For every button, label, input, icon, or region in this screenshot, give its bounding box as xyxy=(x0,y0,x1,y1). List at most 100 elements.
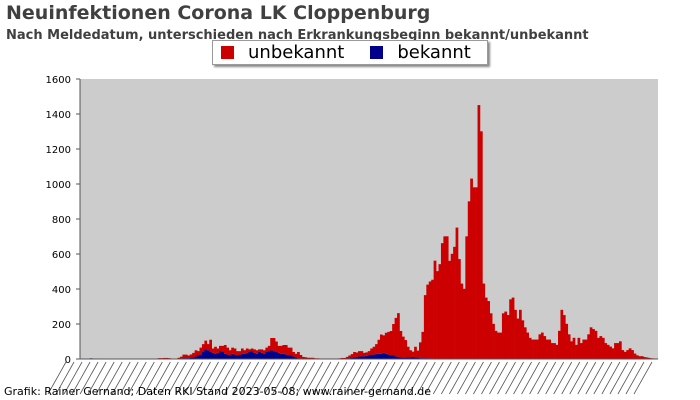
x-tick-scribble xyxy=(119,361,139,395)
bar-unbekannt xyxy=(209,339,212,352)
x-tick-scribble xyxy=(280,361,300,395)
bar-unbekannt xyxy=(509,299,512,359)
bar-unbekannt xyxy=(584,339,588,359)
bar-unbekannt xyxy=(601,337,605,359)
bar-unbekannt xyxy=(479,131,483,359)
x-tick-scribble xyxy=(224,361,243,395)
y-tick-label: 1600 xyxy=(46,75,71,86)
bar-bekannt xyxy=(377,353,381,359)
bar-bekannt xyxy=(204,349,208,359)
bar-bekannt xyxy=(253,352,256,359)
bar-bekannt xyxy=(214,353,217,359)
bar-unbekannt xyxy=(609,346,612,359)
bar-unbekannt xyxy=(523,327,527,359)
y-tick-label: 600 xyxy=(52,250,71,261)
bar-bekannt xyxy=(258,352,261,359)
bar-bekannt xyxy=(206,350,210,359)
bar-unbekannt xyxy=(499,332,503,359)
bar-unbekannt xyxy=(399,331,403,358)
bar-bekannt xyxy=(360,356,364,359)
x-tick-scribble xyxy=(521,361,540,395)
y-tick-label: 1400 xyxy=(46,110,71,121)
bar-unbekannt xyxy=(616,343,620,359)
bar-unbekannt xyxy=(618,341,622,359)
bar-unbekannt xyxy=(604,343,608,359)
footer-credit: Grafik: Rainer Gernand; Daten RKI Stand … xyxy=(4,385,432,398)
bar-unbekannt xyxy=(599,336,603,359)
x-tick-scribble xyxy=(135,361,155,395)
x-tick-scribble xyxy=(505,361,524,395)
x-tick-scribble xyxy=(63,361,83,395)
bar-unbekannt xyxy=(162,357,166,359)
bar-bekannt xyxy=(404,357,408,359)
x-tick-scribble xyxy=(79,361,99,395)
bar-unbekannt xyxy=(306,357,310,359)
bar-unbekannt xyxy=(418,342,422,359)
bar-unbekannt xyxy=(589,327,593,359)
x-tick-scribble xyxy=(47,361,67,395)
bar-unbekannt xyxy=(284,345,288,355)
bar-unbekannt xyxy=(353,352,356,358)
bar-unbekannt xyxy=(362,352,366,357)
bar-unbekannt xyxy=(560,309,564,359)
x-tick-scribble xyxy=(184,361,203,395)
x-tick-scribble xyxy=(143,361,163,395)
bar-unbekannt xyxy=(450,253,454,359)
x-tick-scribble xyxy=(288,361,308,395)
x-tick-scribble xyxy=(216,361,235,395)
bar-bekannt xyxy=(416,357,420,359)
bar-unbekannt xyxy=(528,337,532,359)
legend-label-bekannt: bekannt xyxy=(397,42,471,63)
bar-unbekannt xyxy=(433,260,437,359)
chart-title: Neuinfektionen Corona LK Cloppenburg xyxy=(6,2,431,24)
bar-unbekannt xyxy=(219,345,222,352)
bar-bekannt xyxy=(392,355,395,359)
x-tick-scribble xyxy=(489,361,508,395)
bar-unbekannt xyxy=(645,357,649,359)
bar-unbekannt xyxy=(628,348,632,359)
bar-unbekannt xyxy=(238,351,242,355)
bar-unbekannt xyxy=(565,323,569,359)
bar-unbekannt xyxy=(611,348,615,359)
bar-unbekannt xyxy=(592,329,595,359)
plot-area xyxy=(80,79,658,359)
bar-unbekannt xyxy=(426,284,430,359)
bar-unbekannt xyxy=(636,355,639,359)
bar-bekannt xyxy=(414,357,417,359)
bar-unbekannt xyxy=(462,288,466,359)
bar-unbekannt xyxy=(282,345,286,354)
legend-item-bekannt: bekannt xyxy=(370,42,471,63)
bar-unbekannt xyxy=(199,347,203,355)
x-tick-scribble xyxy=(617,361,637,395)
bar-unbekannt xyxy=(292,352,295,357)
bar-unbekannt xyxy=(514,309,517,359)
bar-unbekannt xyxy=(372,346,376,355)
bar-bekannt xyxy=(245,352,249,359)
bar-unbekannt xyxy=(255,350,259,354)
x-tick-scribble xyxy=(601,361,621,395)
x-tick-scribble xyxy=(481,361,500,395)
x-tick-scribble xyxy=(95,361,115,395)
bar-unbekannt xyxy=(494,330,498,359)
bar-unbekannt xyxy=(443,236,447,359)
legend: unbekannt bekannt xyxy=(212,40,488,65)
bar-unbekannt xyxy=(516,318,520,359)
bar-unbekannt xyxy=(379,334,383,354)
x-tick-scribble xyxy=(168,361,187,395)
bar-bekannt xyxy=(255,353,259,359)
y-tick-label: 400 xyxy=(52,285,71,296)
x-tick-scribble xyxy=(553,361,573,395)
bar-bekannt xyxy=(365,355,369,359)
bar-bekannt xyxy=(240,353,244,359)
bar-unbekannt xyxy=(453,246,456,359)
x-tick-scribble xyxy=(328,361,348,395)
bar-unbekannt xyxy=(553,343,556,359)
bar-bekannt xyxy=(372,354,376,359)
y-tick-label: 1200 xyxy=(46,145,71,156)
x-tick-scribble xyxy=(465,361,484,395)
bar-unbekannt xyxy=(431,279,434,359)
x-tick-scribble xyxy=(272,361,292,395)
bar-bekannt xyxy=(199,354,203,359)
x-tick-scribble xyxy=(71,361,91,395)
